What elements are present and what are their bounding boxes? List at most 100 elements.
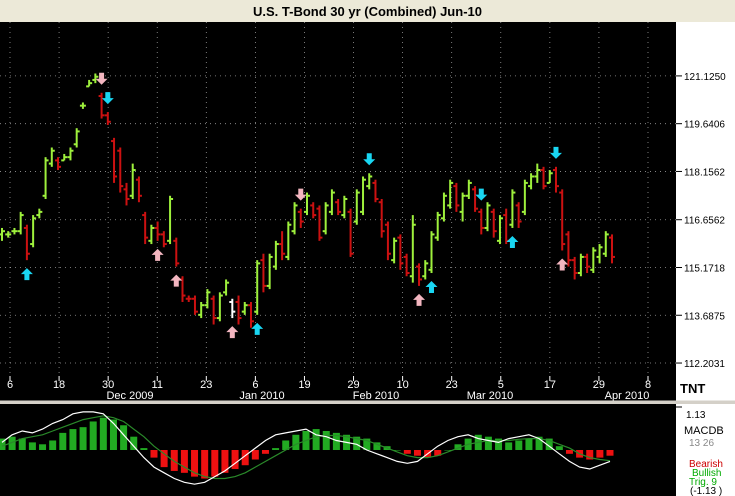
ohlc-bar <box>36 208 43 219</box>
x-tick-label: 30 <box>102 379 114 391</box>
macd-bearish-bar <box>413 450 421 456</box>
ohlc-bar <box>328 189 335 216</box>
ohlc-bar <box>366 173 373 190</box>
ohlc-bar <box>92 73 99 84</box>
ohlc-bar <box>42 157 49 199</box>
ohlc-bar <box>98 92 105 119</box>
x-month-label: Mar 2010 <box>467 390 513 402</box>
macd-bullish-bar <box>555 446 563 450</box>
x-tick-label: 5 <box>498 379 504 391</box>
ohlc-bar <box>148 224 155 245</box>
ohlc-bar <box>204 289 211 309</box>
y-tick-label: 121.1250 <box>684 72 726 83</box>
ohlc-bar <box>490 208 497 238</box>
macd-bullish-bar <box>140 448 148 450</box>
ohlc-bar <box>191 295 198 315</box>
ohlc-bar <box>552 166 559 193</box>
ohlc-bar <box>409 215 416 283</box>
ohlc-bar <box>378 199 385 238</box>
ohlc-bar <box>111 137 118 183</box>
macd-bearish-bar <box>150 450 158 458</box>
macd-bearish-bar <box>403 450 411 454</box>
macd-bullish-bar <box>393 450 401 451</box>
macd-bullish-bar <box>515 440 523 450</box>
ohlc-bar <box>198 301 205 319</box>
ohlc-bar <box>117 147 124 193</box>
macd-bearish-bar <box>170 450 178 471</box>
ohlc-bar <box>67 147 74 161</box>
macd-bullish-bar <box>292 434 300 450</box>
macd-bearish-bar <box>586 450 594 460</box>
macd-bearish-bar <box>231 450 239 470</box>
y-tick-label: 115.1718 <box>684 263 725 274</box>
ohlc-bar <box>30 215 37 248</box>
macd-bullish-bar <box>484 436 492 450</box>
y-tick-label: 118.1562 <box>684 167 725 178</box>
ohlc-bar <box>546 170 553 184</box>
macd-bearish-bar <box>434 450 442 456</box>
ohlc-bar <box>577 253 584 277</box>
macd-bullish-bar <box>120 425 128 450</box>
buy-signal-arrow <box>506 235 519 248</box>
ohlc-bar <box>79 102 86 109</box>
ohlc-bar <box>104 112 111 125</box>
ohlc-bar <box>602 231 609 257</box>
macd-bearish-bar <box>261 450 269 454</box>
macd-bullish-bar <box>89 421 97 450</box>
ohlc-bar <box>347 208 354 257</box>
sell-signal-arrow <box>170 274 183 287</box>
ohlc-bar <box>453 182 460 212</box>
logo-area <box>676 376 735 402</box>
ohlc-bar <box>422 260 429 280</box>
ohlc-bar <box>472 186 479 212</box>
ohlc-bar <box>279 231 286 261</box>
ohlc-bar <box>310 202 317 219</box>
macd-bearish-bar <box>565 450 573 454</box>
ohlc-bar <box>5 231 12 238</box>
ohlc-bar <box>86 79 93 88</box>
macd-bullish-bar <box>130 436 138 450</box>
ohlc-bar <box>534 163 541 183</box>
ohlc-bar <box>428 231 435 274</box>
macd-bullish-bar <box>59 432 67 450</box>
ohlc-bar <box>596 244 603 264</box>
date-axis <box>0 376 676 402</box>
legend-bullish: Bullish <box>692 468 721 479</box>
macd-top-tick: 1.13 <box>686 410 706 421</box>
ohlc-bar <box>260 253 267 293</box>
buy-signal-arrow <box>251 322 264 335</box>
macd-bullish-bar <box>363 438 371 450</box>
macd-trigger-line <box>1 415 611 480</box>
ohlc-bar <box>304 192 310 216</box>
ohlc-bar <box>584 253 591 274</box>
x-month-label: Dec 2009 <box>106 390 153 402</box>
macd-bearish-bar <box>191 450 199 477</box>
ohlc-bar <box>559 189 566 251</box>
macd-bullish-bar <box>322 430 330 450</box>
sell-signal-arrow <box>95 72 108 85</box>
ohlc-bar <box>528 173 535 190</box>
ohlc-bar <box>372 179 379 203</box>
x-tick-label: 23 <box>200 379 212 391</box>
tnt-logo: TNT <box>680 381 705 396</box>
macd-line <box>1 411 611 485</box>
ohlc-bar <box>11 227 18 235</box>
ohlc-bar <box>167 195 174 245</box>
sell-signal-arrow <box>226 326 239 339</box>
macd-bearish-bar <box>221 450 229 473</box>
ohlc-bar <box>571 256 578 280</box>
ohlc-bar <box>160 231 167 248</box>
macd-bearish-bar <box>596 450 604 458</box>
ohlc-bar <box>154 221 161 241</box>
ohlc-bar <box>0 227 5 241</box>
macd-bullish-bar <box>39 444 47 450</box>
ohlc-bar <box>297 208 304 228</box>
macd-bullish-bar <box>69 429 77 450</box>
ohlc-bar <box>322 202 329 235</box>
macd-bullish-bar <box>545 438 553 450</box>
ohlc-bar <box>403 253 410 277</box>
ohlc-bar <box>316 205 323 241</box>
ohlc-bar <box>353 189 360 225</box>
